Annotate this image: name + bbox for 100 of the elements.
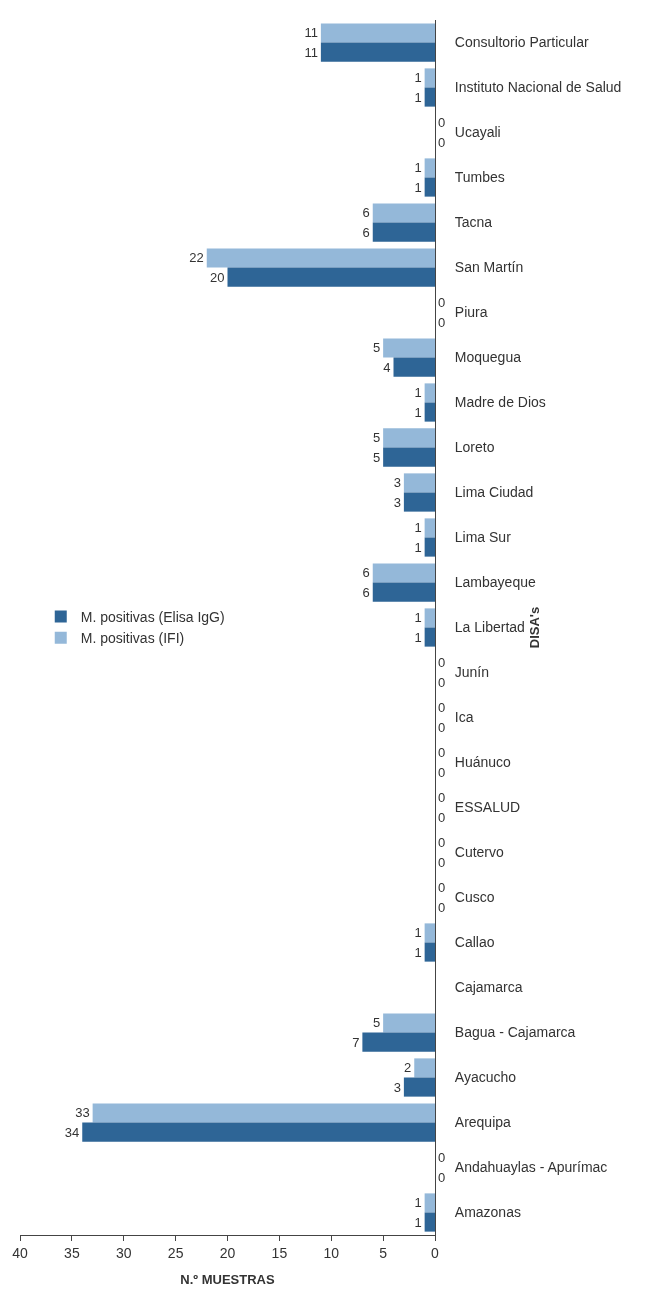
y-tick-label: Cajamarca	[454, 979, 523, 996]
data-label: 34	[64, 1124, 80, 1140]
bar	[372, 222, 435, 242]
bar	[393, 357, 435, 377]
bar	[206, 248, 435, 268]
y-tick-label: Lima Sur	[454, 529, 512, 546]
data-label: 22	[189, 250, 204, 266]
data-label: 0	[438, 809, 446, 825]
y-tick-label: Bagua - Cajamarca	[454, 1024, 576, 1041]
bar	[424, 923, 435, 943]
data-label: 1	[414, 70, 422, 86]
bar	[403, 1077, 435, 1097]
data-label: 33	[75, 1105, 90, 1121]
y-tick-label: Ayacucho	[454, 1069, 517, 1086]
x-tick-label: 25	[167, 1244, 184, 1261]
data-label: 0	[438, 134, 446, 150]
data-label: 6	[362, 205, 370, 221]
bar	[383, 1013, 435, 1033]
data-label: 6	[362, 224, 370, 240]
y-tick-label: Callao	[454, 934, 495, 951]
x-axis-title: N.º MUESTRAS	[180, 1272, 275, 1287]
data-label: 0	[438, 314, 446, 330]
y-tick-label: Amazonas	[454, 1204, 521, 1221]
x-tick-label: 35	[64, 1244, 80, 1261]
y-tick-label: Junín	[454, 664, 490, 681]
x-tick-label: 20	[219, 1244, 236, 1261]
bar	[424, 518, 435, 538]
bar	[403, 492, 435, 512]
data-label: 1	[414, 629, 422, 645]
bar	[424, 1193, 435, 1213]
y-tick-label: La Libertad	[454, 619, 525, 636]
bar	[92, 1103, 435, 1123]
y-tick-label: Madre de Dios	[454, 394, 546, 411]
data-label: 7	[352, 1034, 360, 1050]
data-label: 1	[414, 1195, 422, 1211]
data-label: 0	[438, 880, 446, 896]
y-tick-label: Lambayeque	[454, 574, 536, 591]
y-tick-label: Ucayali	[454, 124, 501, 141]
data-label: 6	[362, 584, 370, 600]
data-label: 5	[372, 449, 381, 465]
y-tick-label: Andahuaylas - Apurímac	[454, 1159, 608, 1176]
data-label: 6	[362, 565, 370, 581]
x-tick-label: 30	[115, 1244, 132, 1261]
x-tick-label: 5	[379, 1244, 388, 1261]
y-tick-label: ESSALUD	[454, 799, 521, 816]
y-tick-label: Lima Ciudad	[454, 484, 534, 501]
data-label: 1	[414, 925, 422, 941]
y-tick-label: Consultorio Particular	[454, 34, 589, 51]
bar	[424, 1212, 435, 1232]
bar	[372, 582, 435, 602]
bar	[383, 428, 435, 448]
bar	[320, 42, 435, 62]
data-label: 1	[414, 610, 422, 626]
data-label: 0	[438, 1169, 446, 1185]
data-label: 0	[438, 854, 446, 870]
data-label: 5	[372, 430, 381, 446]
bar	[424, 402, 435, 422]
data-label: 0	[438, 295, 446, 311]
bar	[424, 383, 435, 403]
bar	[424, 177, 435, 197]
bar	[372, 203, 435, 223]
y-axis-title: DISA's	[526, 606, 542, 649]
data-label: 11	[304, 25, 318, 41]
data-label: 0	[438, 790, 446, 806]
bar	[424, 627, 435, 647]
legend-label: M. positivas (IFI)	[80, 630, 185, 647]
data-label: 0	[438, 764, 446, 780]
y-tick-label: Piura	[454, 304, 488, 321]
bar	[320, 23, 435, 43]
data-label: 1	[414, 944, 422, 960]
data-label: 0	[438, 674, 446, 690]
x-tick-label: 0	[431, 1244, 440, 1261]
bar	[383, 447, 435, 467]
bar	[227, 267, 435, 287]
bar	[403, 473, 435, 493]
bar	[424, 158, 435, 178]
data-label: 2	[404, 1060, 412, 1076]
data-label: 0	[438, 899, 446, 915]
y-tick-label: Loreto	[454, 439, 495, 456]
data-label: 0	[438, 115, 446, 131]
x-tick-label: 15	[271, 1244, 288, 1261]
bar	[424, 87, 435, 107]
y-tick-label: Tacna	[454, 214, 493, 231]
data-label: 0	[438, 835, 446, 851]
data-label: 5	[372, 340, 381, 356]
data-label: 11	[304, 44, 318, 60]
data-label: 1	[414, 179, 422, 195]
data-label: 3	[393, 494, 401, 510]
bar	[424, 942, 435, 962]
bar	[424, 608, 435, 628]
data-label: 3	[393, 1079, 401, 1095]
bar	[424, 68, 435, 88]
bar	[383, 338, 435, 358]
bar	[414, 1058, 435, 1078]
bar	[372, 563, 435, 583]
legend-label: M. positivas (Elisa IgG)	[80, 609, 225, 626]
y-tick-label: Instituto Nacional de Salud	[454, 79, 622, 96]
data-label: 1	[414, 89, 422, 105]
data-label: 5	[372, 1015, 381, 1031]
data-label: 0	[438, 719, 446, 735]
